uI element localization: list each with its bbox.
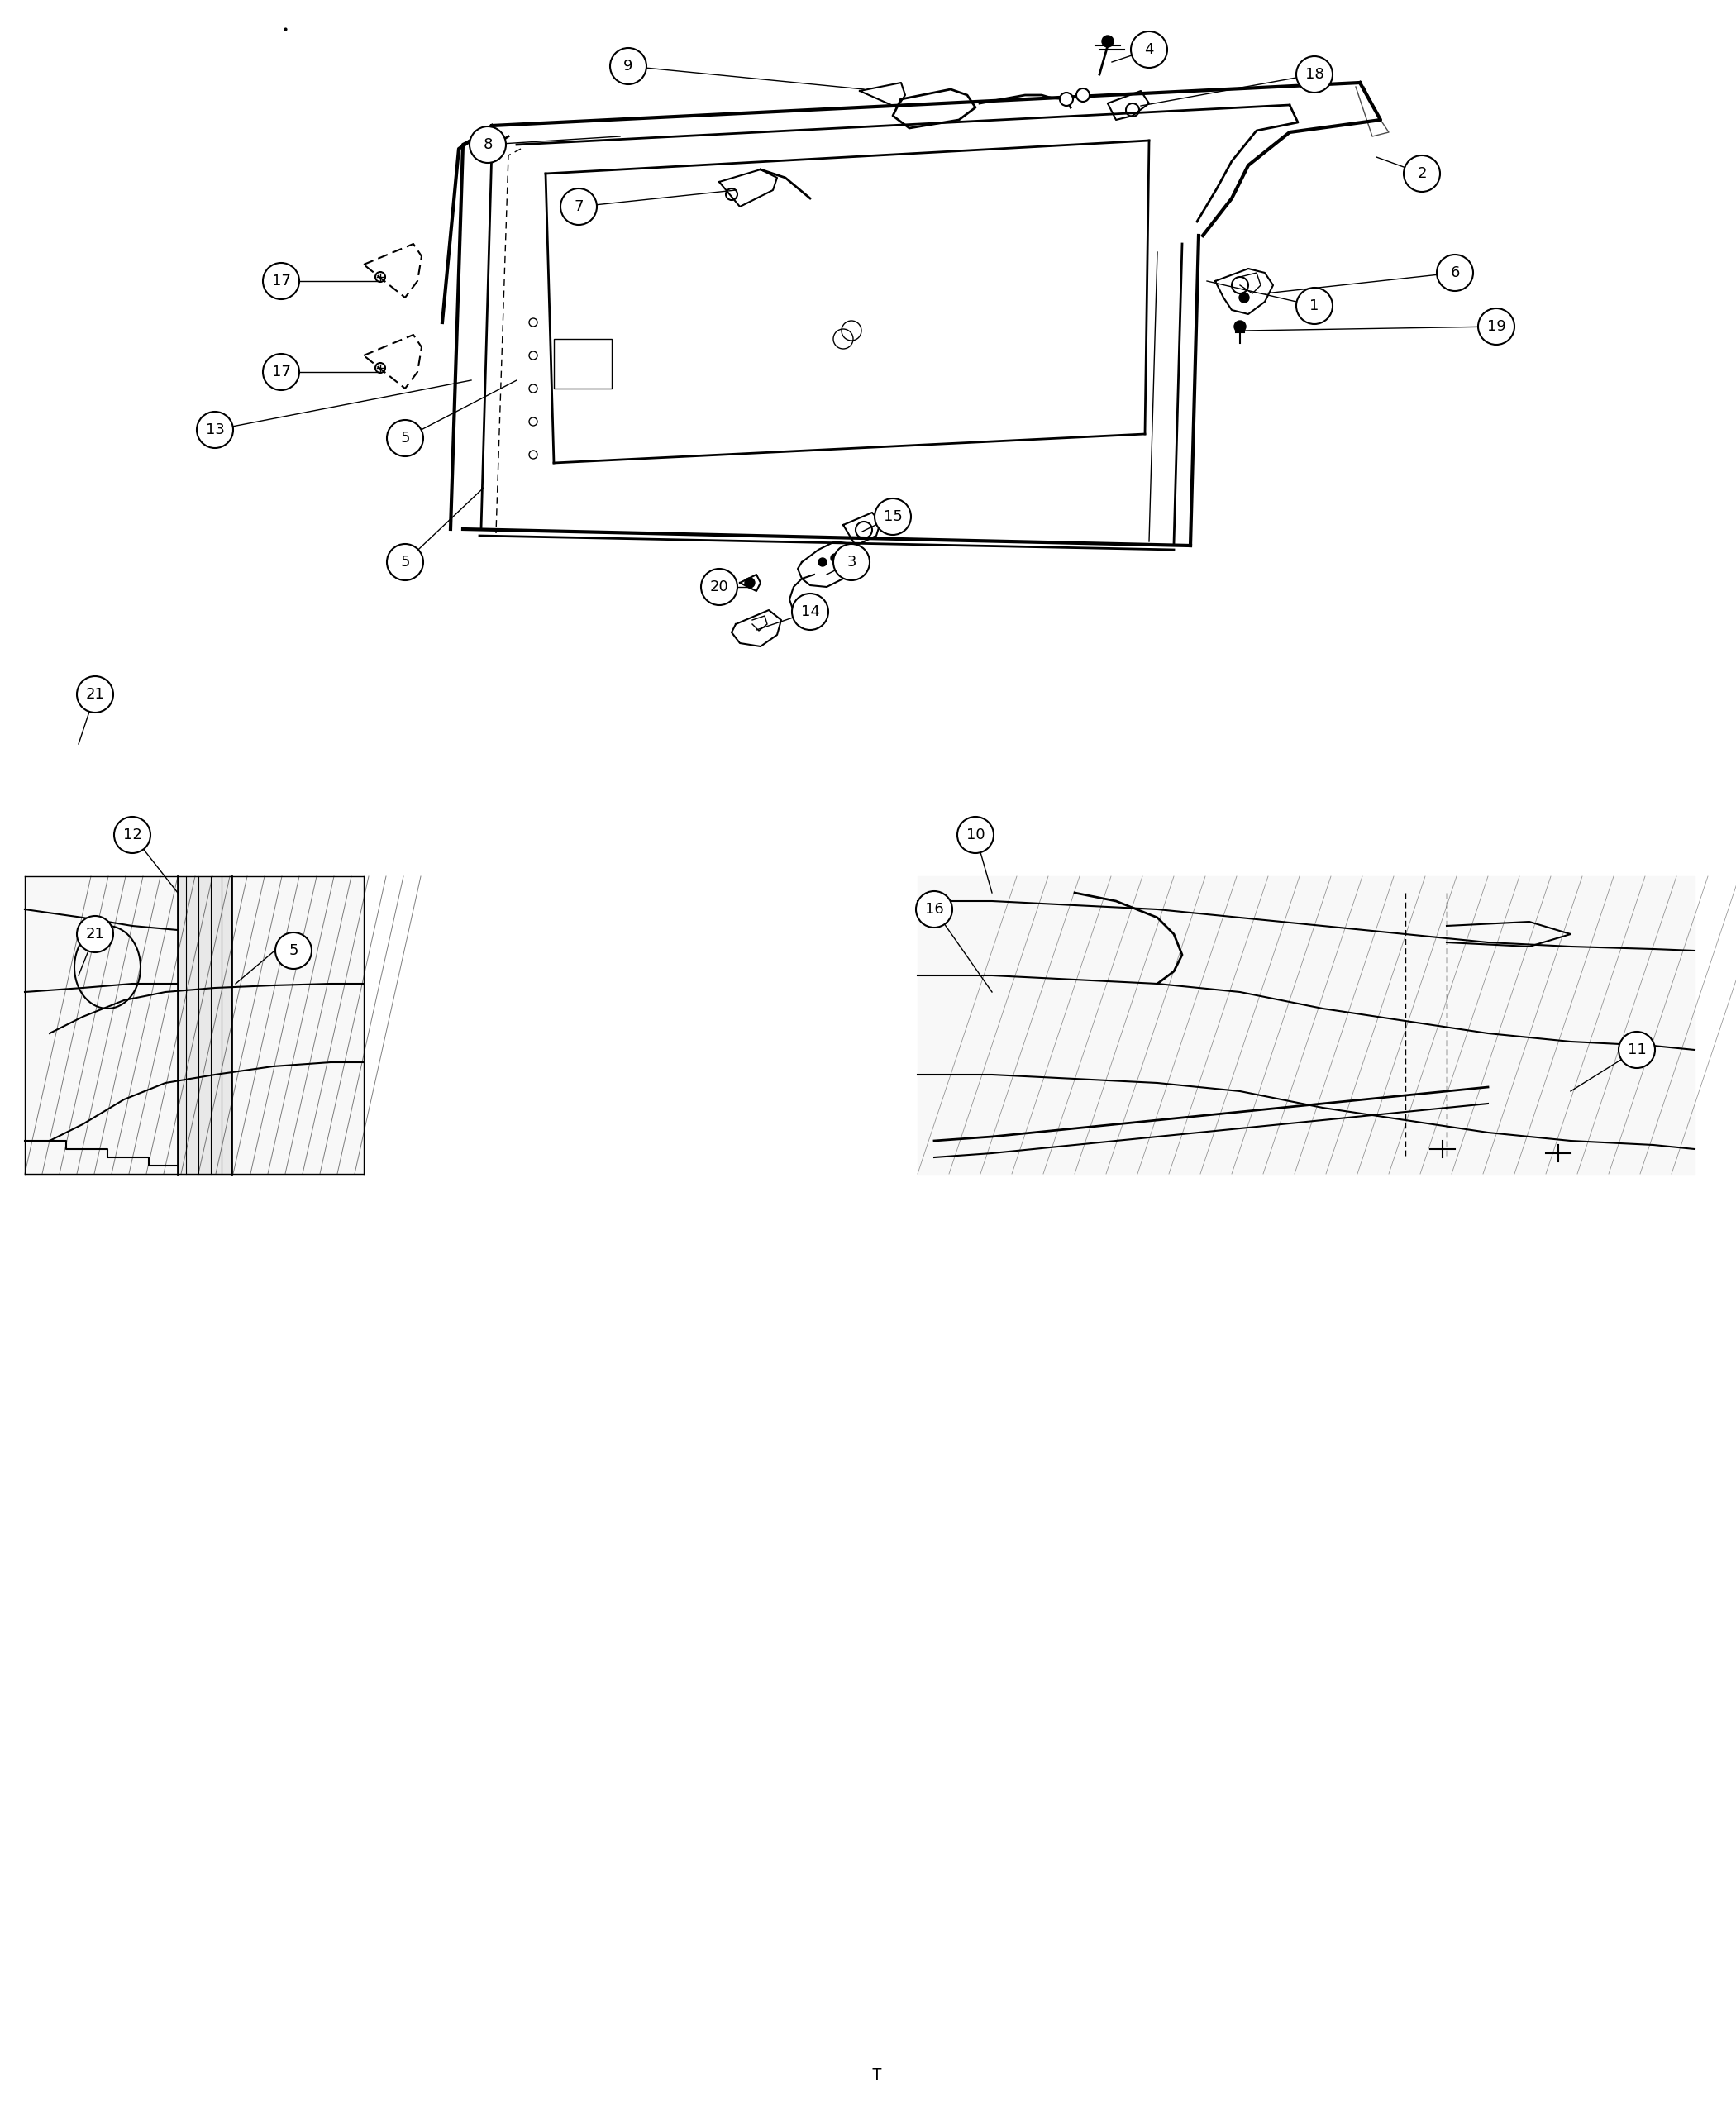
Circle shape <box>1437 255 1474 291</box>
Circle shape <box>838 565 847 573</box>
Text: 17: 17 <box>271 274 290 289</box>
Text: 14: 14 <box>800 605 819 620</box>
Text: 5: 5 <box>288 942 299 959</box>
Bar <box>554 339 611 388</box>
Circle shape <box>1130 32 1167 67</box>
Circle shape <box>792 594 828 630</box>
Text: 5: 5 <box>401 554 410 569</box>
Circle shape <box>1234 320 1246 333</box>
Text: 16: 16 <box>925 902 944 917</box>
Text: 12: 12 <box>123 828 142 843</box>
Text: 20: 20 <box>710 580 729 594</box>
Text: 17: 17 <box>271 365 290 379</box>
Circle shape <box>832 554 838 563</box>
Text: 2: 2 <box>1417 167 1427 181</box>
Circle shape <box>833 544 870 580</box>
Text: 4: 4 <box>1144 42 1154 57</box>
Circle shape <box>957 816 993 854</box>
Text: 7: 7 <box>575 200 583 215</box>
Text: 1: 1 <box>1309 299 1319 314</box>
Circle shape <box>469 126 505 162</box>
Circle shape <box>875 497 911 535</box>
Circle shape <box>745 578 755 588</box>
Text: 8: 8 <box>483 137 493 152</box>
Text: T: T <box>871 2068 882 2083</box>
Circle shape <box>262 354 299 390</box>
Circle shape <box>276 932 312 970</box>
Text: 21: 21 <box>85 687 104 702</box>
Circle shape <box>1059 93 1073 105</box>
Text: 18: 18 <box>1305 67 1325 82</box>
Text: 21: 21 <box>85 928 104 942</box>
Text: 15: 15 <box>884 510 903 525</box>
Circle shape <box>1404 156 1441 192</box>
Circle shape <box>196 411 233 449</box>
Text: 13: 13 <box>205 422 224 436</box>
Circle shape <box>76 917 113 953</box>
Circle shape <box>1297 287 1333 325</box>
Text: 6: 6 <box>1450 266 1460 280</box>
Circle shape <box>917 892 953 928</box>
Circle shape <box>387 544 424 580</box>
Circle shape <box>262 264 299 299</box>
Circle shape <box>387 419 424 455</box>
Circle shape <box>818 559 826 567</box>
Text: 5: 5 <box>401 430 410 445</box>
Circle shape <box>76 677 113 713</box>
Circle shape <box>1297 57 1333 93</box>
Circle shape <box>1076 89 1090 101</box>
Circle shape <box>1618 1031 1654 1069</box>
Text: 11: 11 <box>1627 1043 1646 1058</box>
Text: 9: 9 <box>623 59 634 74</box>
Circle shape <box>1240 293 1250 304</box>
Circle shape <box>115 816 151 854</box>
Circle shape <box>1102 36 1113 46</box>
Circle shape <box>609 48 646 84</box>
Text: 10: 10 <box>967 828 984 843</box>
Text: 3: 3 <box>847 554 856 569</box>
Text: 19: 19 <box>1486 318 1505 333</box>
Circle shape <box>1477 308 1514 346</box>
Circle shape <box>701 569 738 605</box>
Circle shape <box>561 188 597 226</box>
